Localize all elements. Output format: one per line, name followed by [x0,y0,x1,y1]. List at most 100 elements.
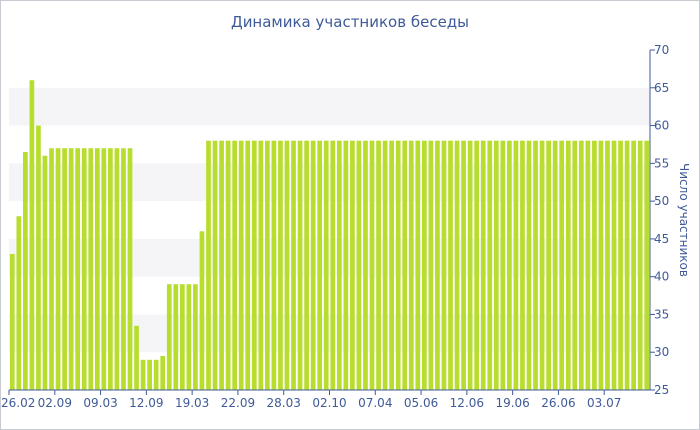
bar [565,140,571,390]
bar [376,140,381,390]
bar [9,254,15,390]
x-tick-label: 26.02 [1,396,35,410]
bar [572,140,578,390]
bar [435,140,440,390]
bar [166,284,172,390]
x-tick-label: 28.03 [267,396,301,410]
bar [238,140,244,390]
bar [350,140,355,390]
bar [474,140,480,390]
bar [428,140,434,390]
bar [493,140,499,390]
bar [323,140,329,390]
bar [578,140,584,390]
bar [94,148,100,390]
bar [559,140,565,390]
bar [121,148,126,390]
bar [153,359,159,390]
bar [271,140,277,390]
bar [533,140,538,390]
x-tick-label: 07.04 [358,396,392,410]
bars [9,80,650,390]
x-tick-label: 03.07 [587,396,621,410]
bar [598,140,604,390]
y-tick-label: 25 [654,383,669,397]
bar [140,359,146,390]
bar [297,140,303,390]
chart-title: Динамика участников беседы [230,13,470,31]
bar [265,140,270,390]
bar [644,140,650,390]
bar [75,148,81,390]
bar [585,140,591,390]
bar [23,152,28,390]
bar [467,140,473,390]
bar [134,325,139,390]
bar [382,140,388,390]
x-tick-label: 19.03 [175,396,209,410]
y-tick-label: 45 [654,232,669,246]
bar [461,140,466,390]
bar [552,140,558,390]
y-tick-label: 35 [654,307,669,321]
y-tick-label: 40 [654,270,669,284]
bar [193,284,198,390]
bar [402,140,408,390]
x-tick-label: 12.09 [129,396,163,410]
y-tick-label: 55 [654,156,669,170]
bar [513,140,519,390]
bar [251,140,257,390]
bar [206,140,211,390]
bar [441,140,447,390]
bar [611,140,617,390]
bar [225,140,231,390]
bar [317,140,323,390]
bar [454,140,460,390]
bar [245,140,251,390]
bar [500,140,506,390]
bar [179,284,185,390]
bar [624,140,630,390]
bar [186,284,192,390]
bar [55,148,61,390]
bar [637,140,643,390]
bar [605,140,610,390]
bar [49,148,54,390]
bar [127,148,133,390]
bar [199,231,205,390]
x-tick-label: 12.06 [450,396,484,410]
bar [336,140,342,390]
bar [219,140,224,390]
bar [147,359,152,390]
x-tick-label: 02.09 [38,396,72,410]
bar [258,140,264,390]
bar [448,140,453,390]
y-tick-label: 50 [654,194,669,208]
bar [631,140,636,390]
bar [520,140,525,390]
bar [101,148,107,390]
y-tick-labels: 25 30 35 40 45 50 55 60 65 70 [650,43,669,397]
bar [278,140,283,390]
bar [526,140,532,390]
bar [395,140,401,390]
x-tick-label: 09.03 [83,396,117,410]
bar [310,140,316,390]
bar [212,140,218,390]
x-tick-label: 26.06 [541,396,575,410]
bar [81,148,87,390]
bar [421,140,427,390]
bar [291,140,296,390]
x-tick-label: 05.06 [404,396,438,410]
bar [160,356,166,390]
bar [42,155,48,390]
bar [546,140,551,390]
y-tick-label: 65 [654,81,669,95]
y-axis-label: Число участников [677,163,691,277]
bar [68,148,74,390]
bar [618,140,623,390]
bar [232,140,238,390]
bar [173,284,179,390]
bar [363,140,368,390]
bar [304,140,309,390]
